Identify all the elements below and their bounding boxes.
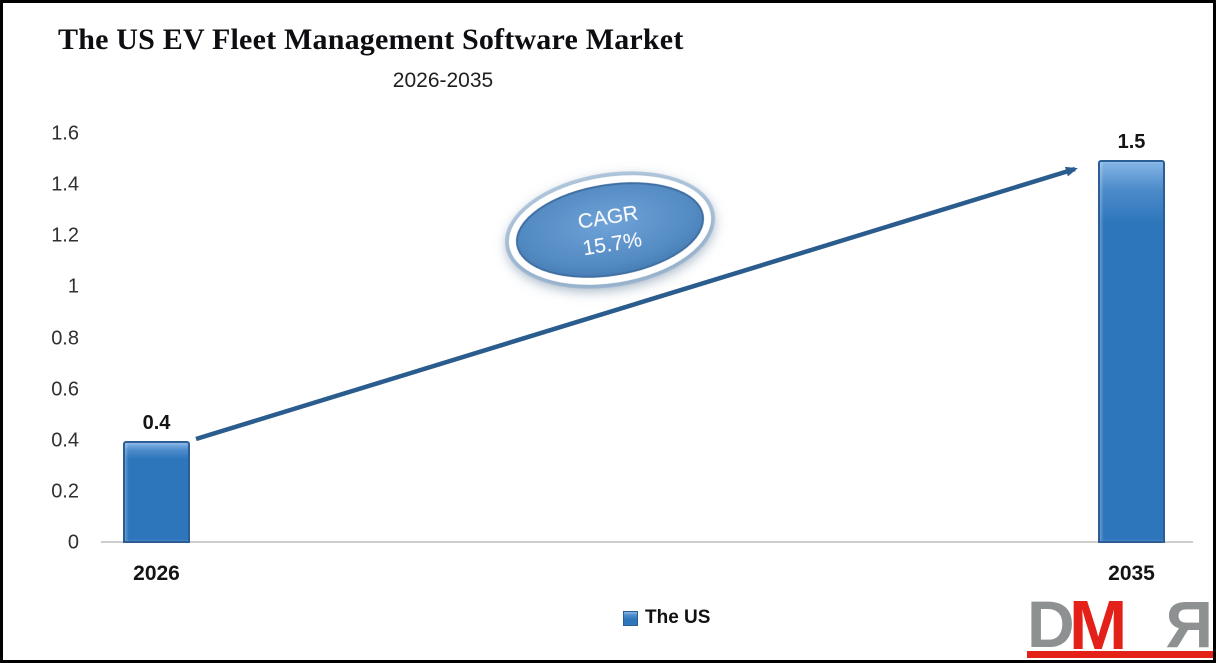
- legend: The US: [623, 607, 710, 629]
- y-axis-tick-label: 1.6: [51, 122, 79, 145]
- logo-letter-m: M: [1069, 590, 1127, 660]
- cagr-label-line1: CAGR: [576, 202, 640, 234]
- chart-title: The US EV Fleet Management Software Mark…: [58, 23, 684, 56]
- bar-2035: [1098, 159, 1165, 543]
- y-axis-tick-label: 0: [67, 531, 79, 554]
- logo-letter-r-mirrored: R: [1165, 590, 1213, 660]
- y-axis-tick-label: 1: [67, 275, 79, 298]
- y-axis-tick-label: 1.2: [51, 224, 79, 247]
- bar-2026: [123, 440, 190, 543]
- x-axis-category-label: 2035: [1108, 562, 1155, 585]
- legend-swatch-icon: [623, 610, 638, 626]
- trend-arrow: [195, 166, 1078, 442]
- x-axis-line: [101, 541, 1193, 543]
- cagr-label-line2: 15.7%: [581, 228, 643, 260]
- bar-value-label: 1.5: [1117, 130, 1146, 153]
- y-axis-tick-label: 0.6: [51, 378, 79, 401]
- y-axis-tick-label: 0.4: [51, 429, 79, 452]
- cagr-badge: CAGR 15.7%: [504, 171, 716, 289]
- legend-label: The US: [645, 607, 711, 628]
- logo-letter-d: D: [1027, 590, 1075, 660]
- y-axis-tick-label: 1.4: [51, 173, 79, 196]
- logo-underline: [1027, 651, 1213, 658]
- x-axis-category-label: 2026: [133, 562, 180, 585]
- dmr-logo: D M R: [1027, 590, 1213, 660]
- y-axis-tick-label: 0.2: [51, 480, 79, 503]
- y-axis-tick-label: 0.8: [51, 327, 79, 349]
- chart-subtitle: 2026-2035: [392, 69, 494, 92]
- bar-value-label: 0.4: [142, 411, 171, 434]
